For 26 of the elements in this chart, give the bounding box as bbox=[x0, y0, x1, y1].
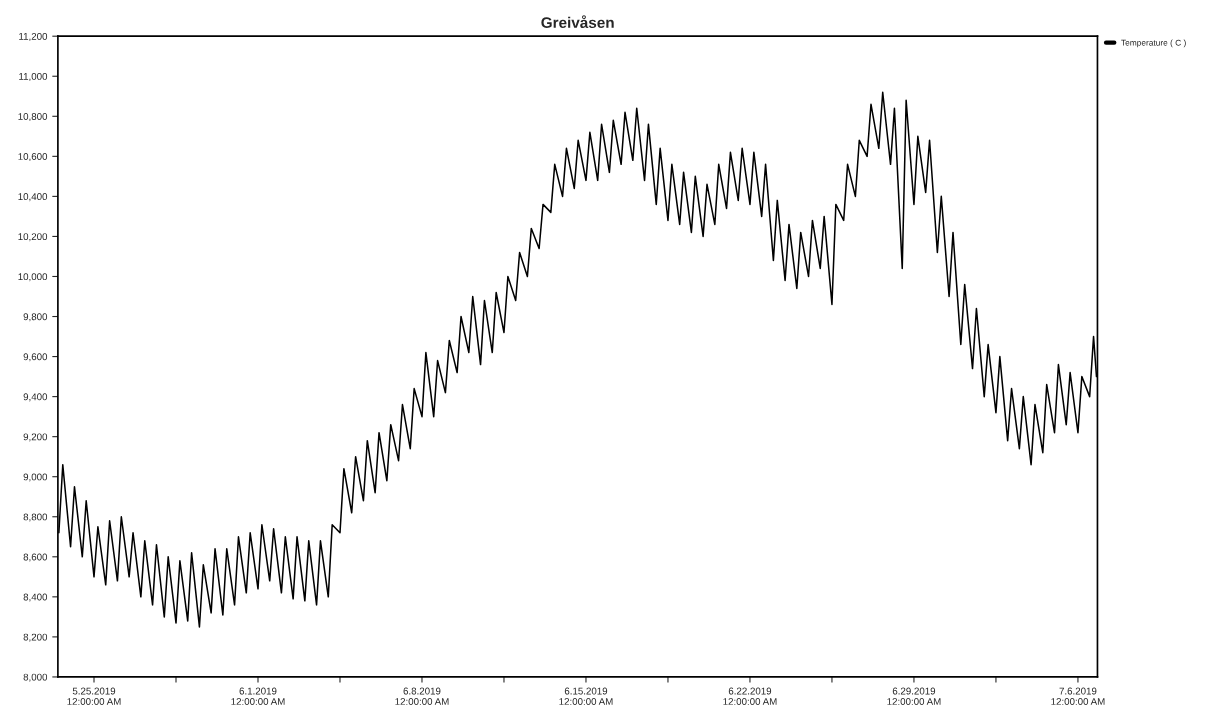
x-tick-label: 6.15.2019 12:00:00 AM bbox=[559, 687, 613, 705]
x-tick-label: 5.25.2019 12:00:00 AM bbox=[67, 687, 121, 705]
y-tick-label: 8,400 bbox=[23, 593, 48, 602]
y-tick-label: 10,200 bbox=[18, 233, 48, 242]
y-tick-label: 8,200 bbox=[23, 633, 48, 642]
chart-title: Greivåsen bbox=[541, 15, 614, 29]
x-tick-label: 6.29.2019 12:00:00 AM bbox=[887, 687, 941, 705]
x-tick-label: 7.6.2019 12:00:00 AM bbox=[1051, 687, 1105, 705]
x-tick-label: 6.1.2019 12:00:00 AM bbox=[231, 687, 285, 705]
y-tick-label: 10,600 bbox=[18, 153, 48, 162]
y-tick-label: 9,200 bbox=[23, 433, 48, 442]
y-tick-label: 9,600 bbox=[23, 353, 48, 362]
y-tick-label: 10,000 bbox=[18, 273, 48, 282]
y-tick-label: 9,000 bbox=[23, 473, 48, 482]
y-tick-label: 9,800 bbox=[23, 313, 48, 322]
y-tick-label: 10,800 bbox=[18, 113, 48, 122]
y-tick-label: 8,000 bbox=[23, 673, 48, 682]
y-tick-label: 11,200 bbox=[19, 32, 48, 41]
legend-label: Temperature ( C ) bbox=[1121, 39, 1186, 48]
y-tick-label: 8,600 bbox=[23, 553, 48, 562]
y-tick-label: 8,800 bbox=[23, 513, 48, 522]
y-tick-label: 11,000 bbox=[19, 72, 48, 82]
x-tick-label: 6.22.2019 12:00:00 AM bbox=[723, 687, 777, 705]
y-tick-label: 9,400 bbox=[23, 393, 48, 402]
x-tick-label: 6.8.2019 12:00:00 AM bbox=[395, 687, 449, 705]
y-tick-label: 10,400 bbox=[18, 193, 48, 202]
